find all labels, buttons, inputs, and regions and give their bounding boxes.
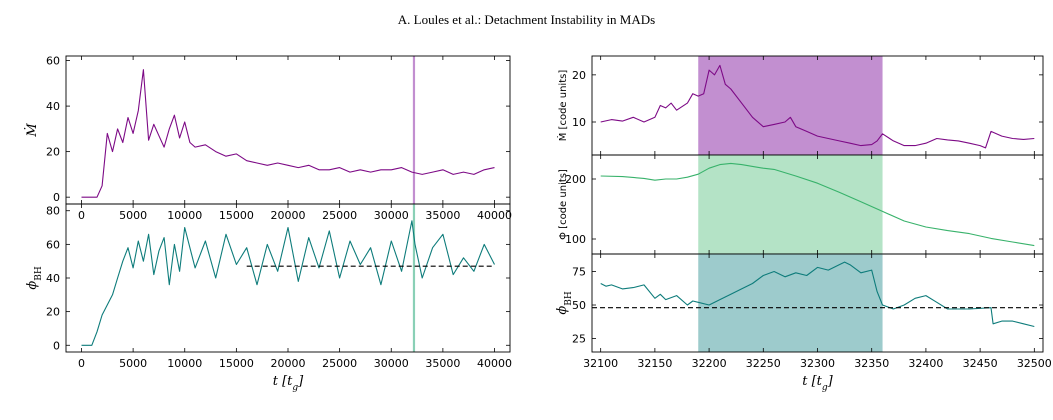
y-tick-label: 20 [46,146,60,159]
x-tick-label: 40000 [477,357,512,370]
panel-left-top: 0 20 40 60 0 5000 10000 15000 20000 25000 30000 350… [23,55,512,222]
axes-frame [65,55,511,205]
panel-right-top: 10 20Ṁ [code units] [556,55,1044,156]
y-axis-label: Ṁ [23,123,40,138]
x-tick-label: 32250 [746,357,781,370]
x-tick-label: 30000 [374,357,409,370]
x-tick-label: 32500 [1017,357,1052,370]
x-tick-label: 0 [78,209,85,222]
highlight-band [698,254,883,352]
x-tick-label: 10000 [167,357,202,370]
series-line [600,261,1035,328]
x-tick-label: 32150 [637,357,672,370]
x-tick-label: 20000 [271,209,306,222]
y-tick-label: 25 [572,333,586,346]
y-tick-label: 80 [46,205,60,218]
y-tick-label: 60 [46,238,60,251]
y-tick-label: 40 [46,100,60,113]
running-header: A. Loules et al.: Detachment Instability… [397,12,656,27]
x-tick-label: 32200 [692,357,727,370]
x-tick-label: 32300 [800,357,835,370]
y-axis-label: Ṁ [code units] [556,70,569,142]
x-tick-label: 40000 [477,209,512,222]
y-tick-label: 50 [572,299,586,312]
x-tick-label: 32450 [963,357,998,370]
x-tick-label: 10000 [167,209,202,222]
series-line [600,162,1035,247]
series-line [600,64,1035,149]
panel-left-bottom: 0 20 40 60 80 0 5000 10000 15000 20000 25000 30000 3… [25,203,512,393]
y-tick-label: 200 [565,173,586,186]
x-tick-label: 20000 [271,357,306,370]
y-tick-label: 100 [565,233,586,246]
x-tick-label: 35000 [425,357,460,370]
series-line [81,220,495,346]
y-axis-label: ϕBH [25,266,44,289]
x-tick-label: 32350 [854,357,889,370]
x-tick-label: 32100 [583,357,618,370]
axes-frame [65,203,511,353]
y-tick-label: 0 [53,191,60,204]
x-tick-label: 5000 [119,357,147,370]
y-tick-label: 20 [572,69,586,82]
x-tick-label: 32400 [908,357,943,370]
y-tick-label: 75 [572,265,586,278]
x-tick-label: 15000 [219,357,254,370]
x-tick-label: 5000 [119,209,147,222]
y-tick-label: 10 [572,116,586,129]
x-tick-label: 30000 [374,209,409,222]
highlight-band [698,56,883,155]
highlight-band [698,155,883,254]
x-tick-label: 25000 [322,357,357,370]
y-tick-label: 20 [46,306,60,319]
y-tick-label: 0 [53,339,60,352]
panel-right-bottom: 25 50 75 32100 32150 32200 32250 32300 32350 3240… [555,253,1052,393]
x-tick-label: 35000 [425,209,460,222]
series-line [81,69,495,198]
x-axis-label: t [tg] [273,374,304,393]
y-axis-label: Φ [code units] [558,169,569,240]
x-axis-label: t [tg] [802,374,833,393]
y-tick-label: 60 [46,55,60,68]
y-tick-label: 40 [46,272,60,285]
x-tick-label: 15000 [219,209,254,222]
x-tick-label: 25000 [322,209,357,222]
y-axis-label: ϕBH [555,291,574,314]
x-tick-label: 0 [78,357,85,370]
